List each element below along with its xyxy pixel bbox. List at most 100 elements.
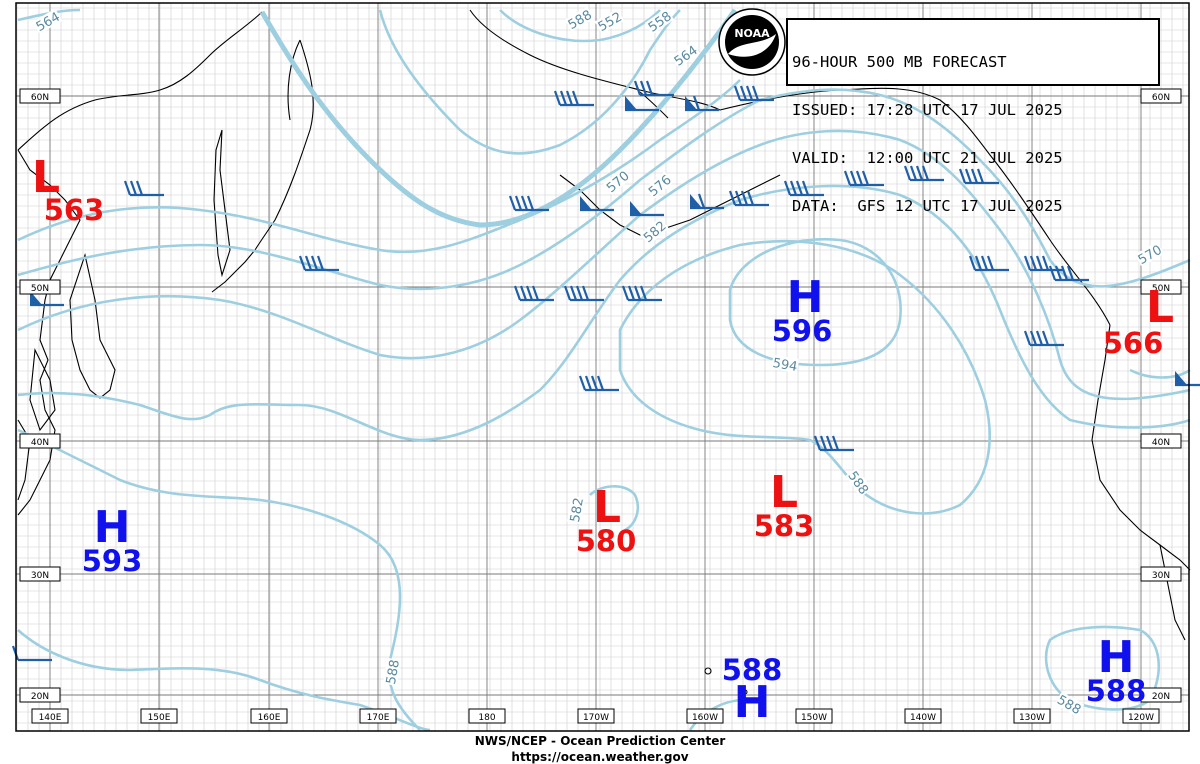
wind-barb (728, 190, 769, 207)
contour-566-east (1129, 368, 1191, 379)
svg-text:30N: 30N (31, 571, 49, 581)
longitude-label: 150E (140, 708, 178, 724)
svg-text:583: 583 (754, 509, 815, 543)
svg-text:558: 558 (646, 9, 675, 36)
svg-text:588: 588 (722, 653, 783, 687)
wind-barb (783, 180, 824, 197)
wind-barb (298, 255, 339, 272)
svg-text:140W: 140W (910, 713, 936, 723)
svg-text:588: 588 (844, 469, 871, 498)
svg-text:566: 566 (1103, 326, 1164, 360)
contour-label: 558 (644, 7, 675, 36)
svg-text:180: 180 (478, 713, 495, 723)
svg-text:150E: 150E (148, 713, 171, 723)
contour-label: 582 (639, 217, 670, 246)
contour-558 (378, 9, 681, 155)
wind-barb (508, 195, 549, 212)
svg-text:50N: 50N (31, 284, 49, 294)
wind-barb (843, 170, 884, 187)
wind-barb (968, 255, 1009, 272)
longitude-label: 140W (904, 708, 942, 724)
svg-text:576: 576 (646, 173, 675, 200)
latitude-label: 50N (1140, 279, 1182, 295)
svg-text:30N: 30N (1152, 571, 1170, 581)
wind-barb (580, 196, 614, 212)
svg-text:H: H (94, 502, 131, 553)
longitude-labels: 140E 150E 160E 170E 180 170W 160W 150W 140W 130W 1… (31, 708, 1160, 724)
svg-text:L: L (593, 482, 621, 533)
svg-text:588: 588 (1086, 674, 1147, 708)
svg-text:L: L (32, 152, 60, 203)
wind-barb (690, 193, 724, 210)
contour-label: 582 (566, 495, 587, 524)
contour-label: 588 (844, 467, 873, 498)
svg-text:588: 588 (1054, 693, 1083, 718)
forecast-title: 96-HOUR 500 MB FORECAST (792, 53, 1007, 71)
svg-text:40N: 40N (1152, 438, 1170, 448)
svg-text:564: 564 (34, 10, 63, 35)
wind-barb (813, 435, 854, 452)
svg-text:H: H (734, 677, 771, 728)
svg-text:130W: 130W (1019, 713, 1045, 723)
wind-barb (621, 285, 662, 302)
contour-label: 552 (594, 8, 625, 35)
contour-label: 588 (382, 657, 403, 686)
contour-564 (17, 79, 741, 254)
contour-552 (259, 8, 738, 228)
issued-line: ISSUED: 17:28 UTC 17 JUL 2025 (792, 101, 1063, 119)
svg-text:563: 563 (44, 193, 105, 227)
latitude-label: 50N (19, 279, 61, 295)
contour-588b (618, 240, 991, 515)
contour-546 (499, 9, 661, 43)
svg-text:170W: 170W (583, 713, 609, 723)
latitude-label: 30N (1140, 566, 1182, 582)
minor-grid (16, 3, 1189, 731)
wind-barb (625, 96, 659, 112)
latitude-label: 20N (19, 687, 61, 703)
contour-label: 594 (771, 354, 800, 375)
contour-label: 576 (644, 171, 675, 200)
svg-text:L: L (770, 467, 798, 518)
svg-text:H: H (1098, 632, 1135, 683)
svg-text:580: 580 (576, 524, 637, 558)
wind-barb (733, 85, 774, 102)
contour-label: 570 (602, 167, 633, 196)
longitude-label: 150W (795, 708, 833, 724)
wind-barb (1023, 330, 1064, 347)
valid-line: VALID: 12:00 UTC 21 JUL 2025 (792, 149, 1063, 167)
wind-barb (903, 165, 944, 182)
wind-barb (1175, 371, 1200, 387)
wind-barb (123, 180, 164, 197)
svg-text:582: 582 (568, 497, 587, 524)
svg-text:40N: 40N (31, 438, 49, 448)
svg-text:120W: 120W (1128, 713, 1154, 723)
latitude-label: 30N (19, 566, 61, 582)
longitude-label: 160E (250, 708, 288, 724)
svg-text:60N: 60N (1152, 93, 1170, 103)
svg-text:582: 582 (641, 219, 670, 246)
noaa-logo-text: NOAA (734, 27, 770, 40)
svg-text:588: 588 (384, 659, 403, 686)
longitude-label: 170E (359, 708, 397, 724)
wind-barb (685, 95, 719, 112)
wind-barb (630, 201, 664, 217)
svg-text:L: L (1146, 282, 1174, 333)
contour-582 (17, 184, 1191, 442)
noaa-logo-icon: NOAA (718, 8, 786, 76)
longitude-label: 180 (468, 708, 506, 724)
contour-label: 588 (1054, 691, 1085, 718)
latitude-label: 60N (1140, 88, 1182, 104)
svg-text:150W: 150W (801, 713, 827, 723)
wind-barb (513, 285, 554, 302)
latitude-label: 40N (19, 433, 61, 449)
svg-text:50N: 50N (1152, 284, 1170, 294)
footer-url[interactable]: https://ocean.weather.gov (511, 750, 689, 764)
contour-570 (17, 88, 1191, 291)
map-frame (15, 2, 1190, 732)
